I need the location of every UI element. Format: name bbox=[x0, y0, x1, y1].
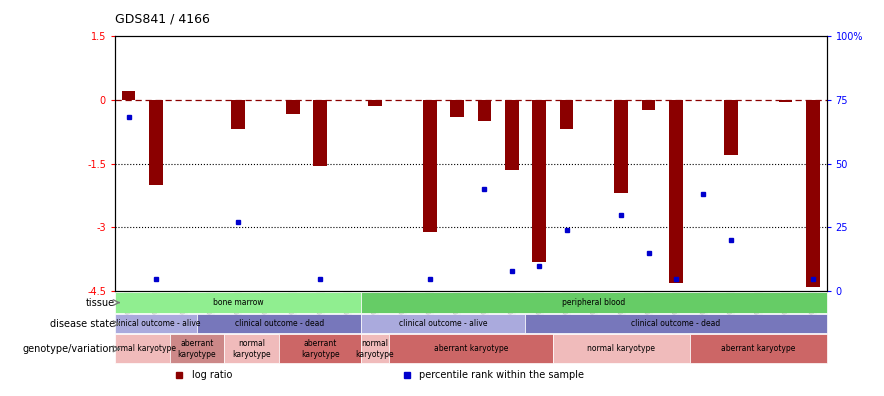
Bar bbox=[170, 334, 225, 364]
Text: aberrant
karyotype: aberrant karyotype bbox=[301, 339, 339, 359]
Bar bbox=[362, 334, 389, 364]
Bar bbox=[505, 99, 519, 170]
Bar bbox=[423, 99, 437, 232]
Bar bbox=[389, 334, 552, 364]
Bar bbox=[477, 99, 492, 121]
Bar bbox=[362, 314, 525, 333]
Text: aberrant karyotype: aberrant karyotype bbox=[433, 345, 508, 353]
Bar bbox=[115, 292, 362, 313]
Bar bbox=[450, 99, 464, 117]
Text: percentile rank within the sample: percentile rank within the sample bbox=[420, 370, 584, 380]
Bar bbox=[232, 99, 245, 129]
Text: disease state: disease state bbox=[50, 319, 115, 329]
Text: normal
karyotype: normal karyotype bbox=[355, 339, 394, 359]
Bar bbox=[115, 334, 170, 364]
Bar bbox=[690, 334, 827, 364]
Text: aberrant karyotype: aberrant karyotype bbox=[721, 345, 796, 353]
Bar bbox=[779, 99, 792, 102]
Text: peripheral blood: peripheral blood bbox=[562, 298, 626, 307]
Bar bbox=[552, 334, 690, 364]
Text: normal karyotype: normal karyotype bbox=[587, 345, 655, 353]
Bar bbox=[313, 99, 327, 166]
Text: aberrant
karyotype: aberrant karyotype bbox=[178, 339, 217, 359]
Text: log ratio: log ratio bbox=[192, 370, 232, 380]
Bar bbox=[368, 99, 382, 106]
Bar bbox=[724, 99, 737, 155]
Text: GDS841 / 4166: GDS841 / 4166 bbox=[115, 13, 210, 26]
Bar bbox=[614, 99, 629, 193]
Bar bbox=[225, 334, 279, 364]
Bar bbox=[642, 99, 655, 110]
Bar bbox=[122, 91, 135, 99]
Bar bbox=[149, 99, 163, 185]
Bar bbox=[279, 334, 362, 364]
Text: clinical outcome - alive: clinical outcome - alive bbox=[399, 319, 488, 328]
Bar bbox=[115, 314, 197, 333]
Bar bbox=[532, 99, 546, 261]
Bar bbox=[806, 99, 819, 287]
Text: normal karyotype: normal karyotype bbox=[109, 345, 176, 353]
Bar bbox=[560, 99, 574, 129]
Text: bone marrow: bone marrow bbox=[213, 298, 263, 307]
Bar bbox=[669, 99, 682, 283]
Text: clinical outcome - dead: clinical outcome - dead bbox=[631, 319, 720, 328]
Bar bbox=[525, 314, 827, 333]
Text: normal
karyotype: normal karyotype bbox=[232, 339, 271, 359]
Bar bbox=[286, 99, 300, 114]
Bar bbox=[362, 292, 827, 313]
Text: tissue: tissue bbox=[86, 297, 115, 308]
Text: clinical outcome - alive: clinical outcome - alive bbox=[111, 319, 200, 328]
Text: genotype/variation: genotype/variation bbox=[22, 344, 115, 354]
Text: clinical outcome - dead: clinical outcome - dead bbox=[234, 319, 324, 328]
Bar bbox=[197, 314, 362, 333]
